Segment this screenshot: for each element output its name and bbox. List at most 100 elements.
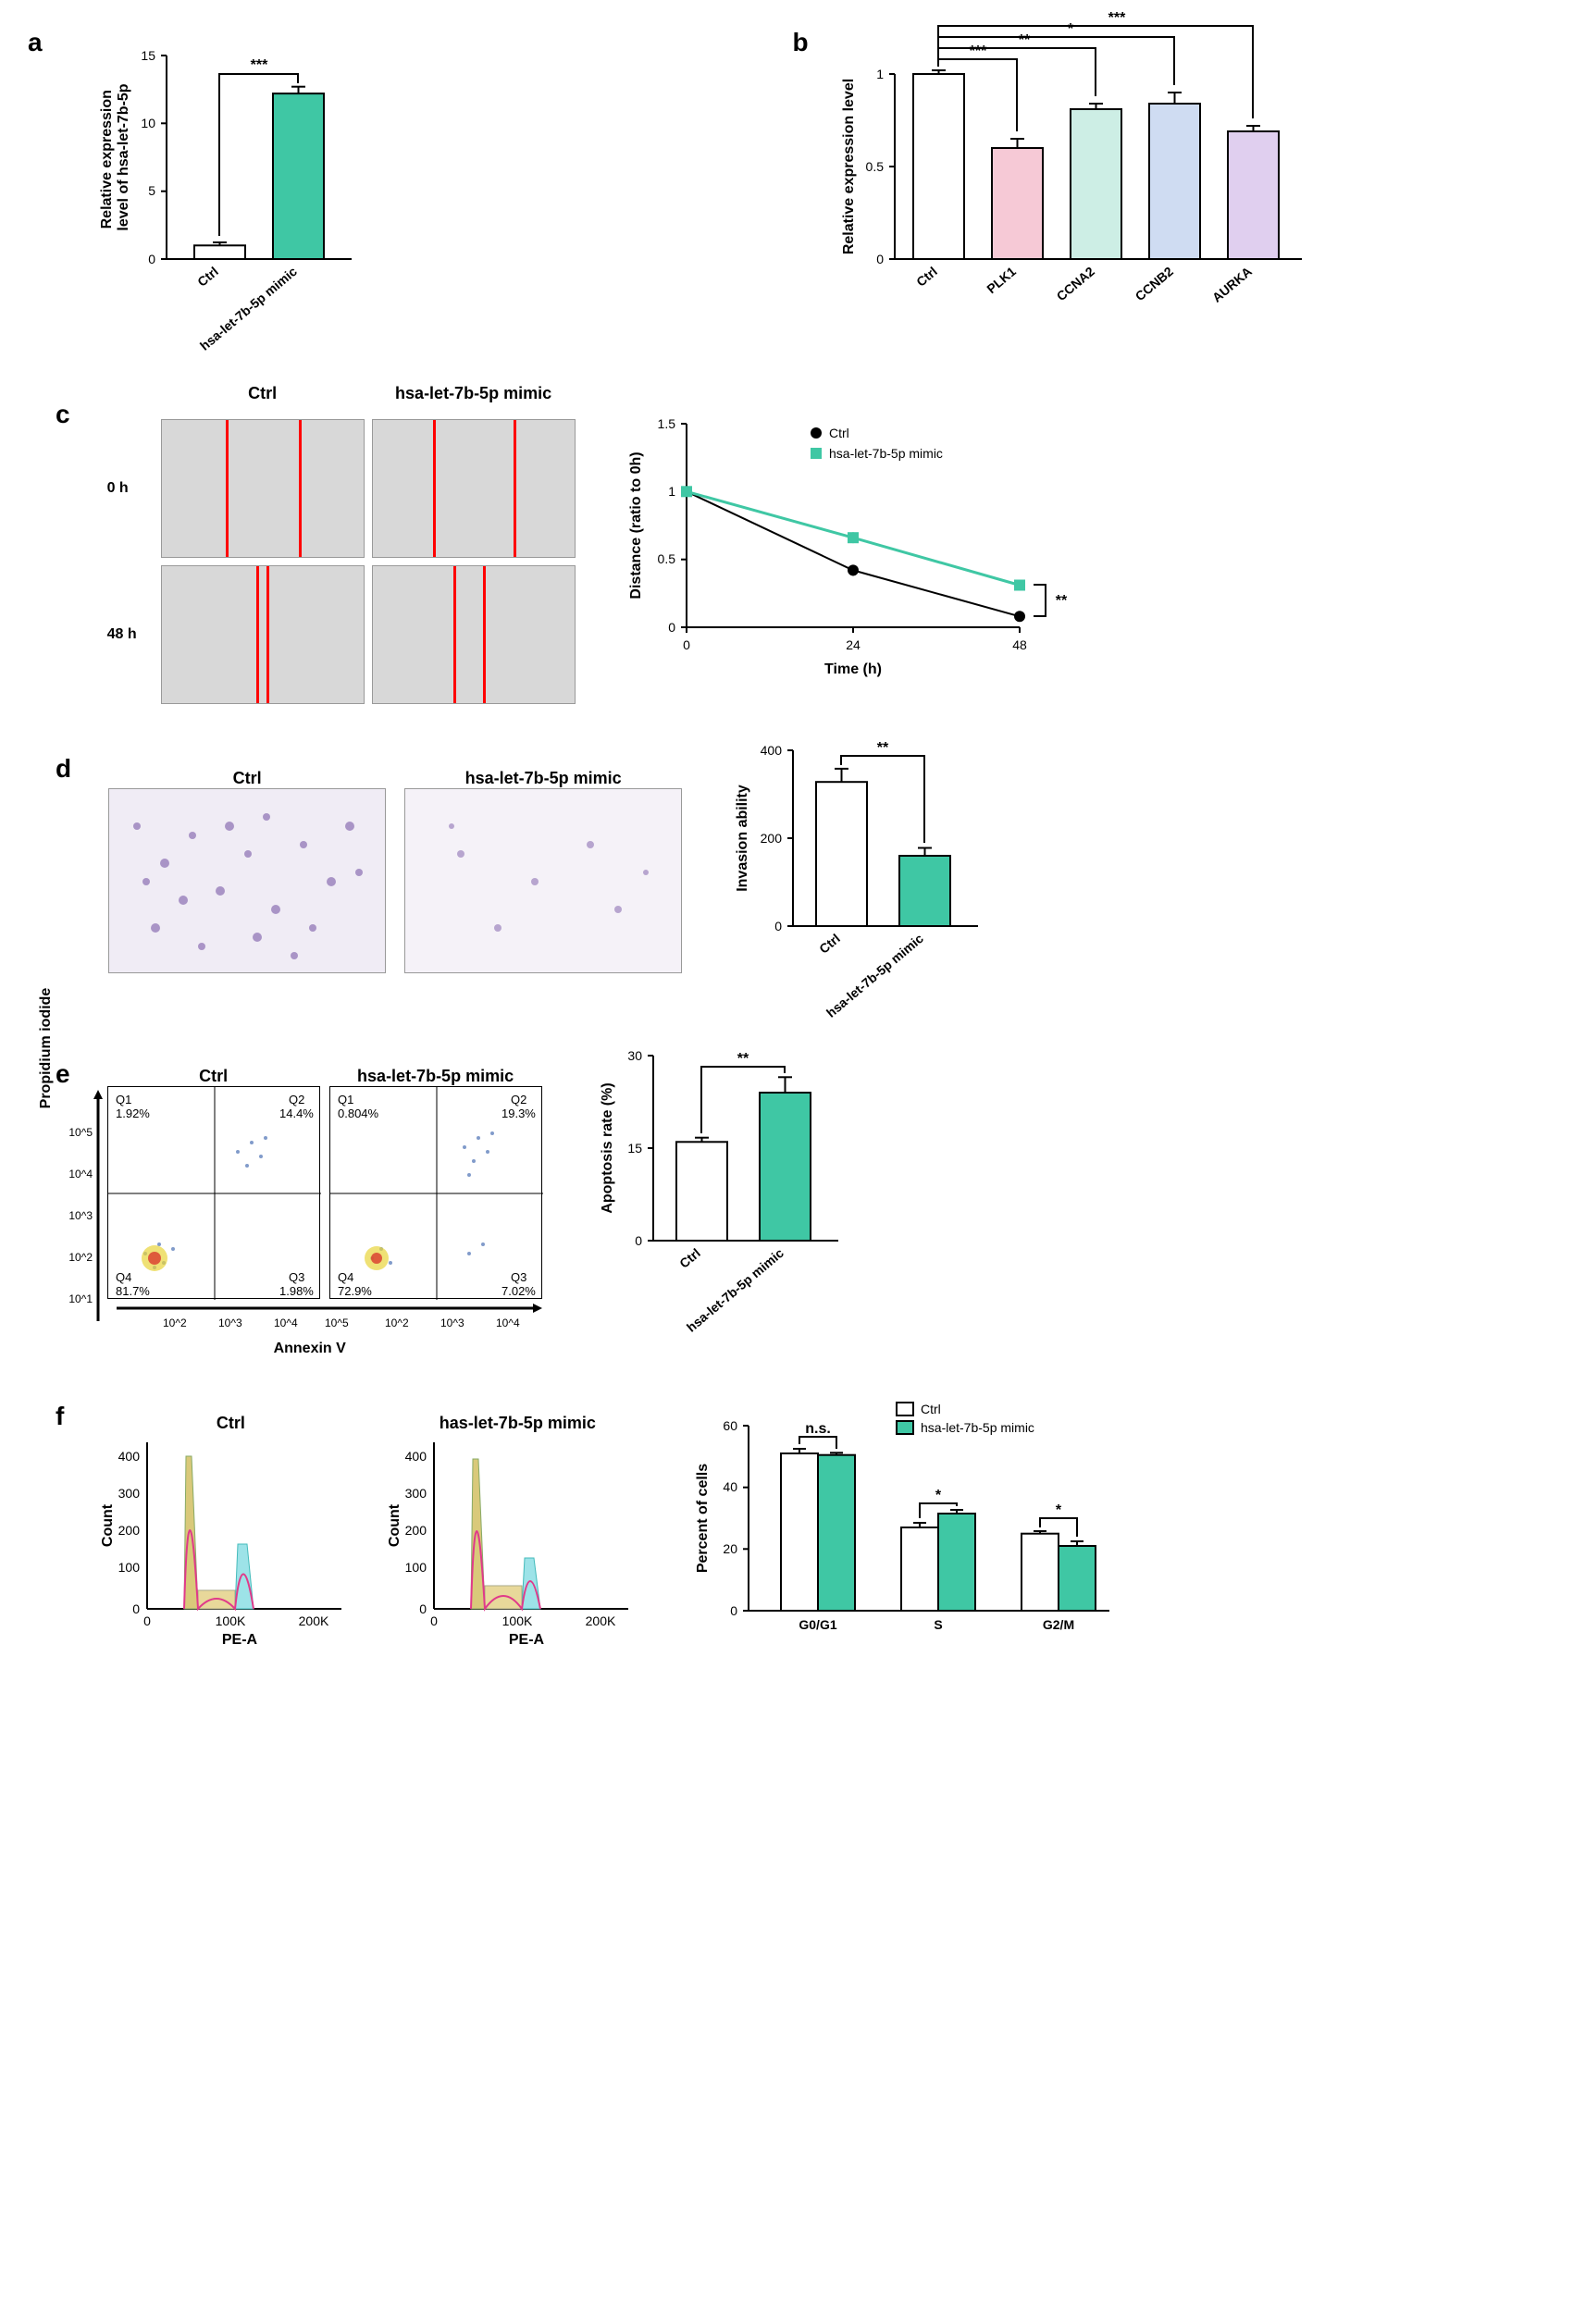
svg-text:1.98%: 1.98% <box>279 1284 314 1298</box>
svg-text:60: 60 <box>724 1418 738 1433</box>
svg-text:**: ** <box>1018 32 1030 48</box>
svg-text:AURKA: AURKA <box>1208 264 1254 305</box>
svg-text:10^3: 10^3 <box>440 1317 464 1329</box>
bar-a-ctrl <box>194 245 245 259</box>
svg-text:Q1: Q1 <box>116 1093 131 1106</box>
row-48h: 48 h <box>107 565 154 704</box>
svg-text:10^2: 10^2 <box>68 1251 93 1264</box>
svg-text:10^4: 10^4 <box>496 1317 520 1329</box>
svg-text:100: 100 <box>405 1560 427 1575</box>
svg-text:Ctrl: Ctrl <box>816 931 843 957</box>
panel-label-b: b <box>793 28 809 57</box>
chart-a: 0 5 10 15 Relative expression level of h… <box>56 37 444 352</box>
svg-text:Q4: Q4 <box>338 1270 353 1284</box>
svg-text:10^2: 10^2 <box>385 1317 409 1329</box>
svg-text:Q4: Q4 <box>116 1270 131 1284</box>
chart-c-line: 0 0.5 1 1.5 Distance (ratio to 0h) 0 24 … <box>613 396 1131 692</box>
svg-text:30: 30 <box>627 1048 642 1063</box>
svg-text:10^1: 10^1 <box>68 1292 93 1305</box>
svg-text:0: 0 <box>143 1613 151 1628</box>
invasion-images: Ctrl hsa-let-7b-5p mimic <box>108 769 682 973</box>
svg-text:PE-A: PE-A <box>222 1632 258 1648</box>
svg-text:PE-A: PE-A <box>509 1632 545 1648</box>
invasion-mimic <box>404 788 682 973</box>
svg-text:15: 15 <box>141 48 155 63</box>
svg-text:Ctrl: Ctrl <box>829 426 849 440</box>
svg-text:**: ** <box>1055 593 1067 609</box>
bars-b <box>913 70 1279 259</box>
svg-text:*: * <box>1056 1502 1062 1518</box>
yticks-a: 0 5 10 15 <box>141 48 167 266</box>
svg-text:5: 5 <box>148 183 155 198</box>
svg-text:**: ** <box>737 1051 749 1067</box>
legend-c: Ctrl hsa-let-7b-5p mimic <box>811 426 943 461</box>
facs-ctrl: Q11.92% Q214.4% Q481.7% Q31.98% <box>107 1086 320 1299</box>
facs-plots: Ctrl Q11.92% Q214.4% Q481.7% Q31.98% <box>107 1067 542 1304</box>
wound-ctrl-0h <box>161 419 365 558</box>
svg-text:*: * <box>935 1488 942 1503</box>
invasion-ctrl <box>108 788 386 973</box>
svg-text:0: 0 <box>731 1603 738 1618</box>
col-mimic: hsa-let-7b-5p mimic <box>372 384 576 412</box>
svg-text:Count: Count <box>387 1503 402 1547</box>
svg-text:S: S <box>935 1617 943 1632</box>
svg-text:72.9%: 72.9% <box>338 1284 372 1298</box>
svg-text:0: 0 <box>420 1601 427 1616</box>
facs-ylabel: Propidium iodide <box>38 946 55 1150</box>
panel-e: e Ctrl Q11.92% Q214.4% Q481.7% Q31.98% <box>56 1037 1529 1333</box>
facs-mimic: Q10.804% Q219.3% Q472.9% Q37.02% <box>329 1086 542 1299</box>
facs-yaxis: 10^1 10^2 10^3 10^4 10^5 <box>72 1090 109 1330</box>
svg-text:10^5: 10^5 <box>68 1126 93 1139</box>
svg-text:200K: 200K <box>299 1613 329 1628</box>
panel-d: d Ctrl hsa-let-7b-5p mimic <box>56 732 1529 1009</box>
svg-text:Q1: Q1 <box>338 1093 353 1106</box>
chart-f: 0 20 40 60 Percent of cells n.s. G0/G1 * <box>684 1398 1202 1675</box>
svg-text:300: 300 <box>118 1486 141 1501</box>
svg-text:10^2: 10^2 <box>163 1317 187 1329</box>
svg-text:100K: 100K <box>502 1613 533 1628</box>
svg-text:0: 0 <box>635 1233 642 1248</box>
svg-text:G0/G1: G0/G1 <box>799 1617 837 1632</box>
panel-label-a: a <box>28 28 43 57</box>
panel-a: a 0 5 10 15 Relative expression level of… <box>56 37 765 356</box>
panel-label-f: f <box>56 1402 64 1431</box>
facs-xaxis: 10^210^310^410^5 10^210^310^4 <box>107 1299 570 1336</box>
panel-label-d: d <box>56 754 71 784</box>
svg-text:300: 300 <box>405 1486 427 1501</box>
svg-text:19.3%: 19.3% <box>502 1106 536 1120</box>
svg-text:1.92%: 1.92% <box>116 1106 150 1120</box>
svg-text:Q3: Q3 <box>511 1270 526 1284</box>
svg-text:200: 200 <box>118 1523 141 1538</box>
ylabel-b: Relative expression level <box>841 79 857 254</box>
svg-text:**: ** <box>877 740 889 756</box>
bar-a-mimic <box>273 93 324 259</box>
svg-text:CCNA2: CCNA2 <box>1053 264 1096 303</box>
panel-label-e: e <box>56 1059 70 1089</box>
svg-text:400: 400 <box>761 743 783 758</box>
panel-b: b 0 0.5 1 Relative expression level <box>821 37 1530 356</box>
svg-text:1.5: 1.5 <box>657 416 675 431</box>
svg-text:1: 1 <box>876 67 884 81</box>
chart-b: 0 0.5 1 Relative expression level <box>821 37 1394 352</box>
svg-text:10^4: 10^4 <box>274 1317 298 1329</box>
svg-text:0: 0 <box>774 919 782 933</box>
svg-text:Count: Count <box>100 1503 116 1547</box>
svg-text:0: 0 <box>133 1601 141 1616</box>
panel-label-c: c <box>56 400 70 429</box>
panel-f: f Ctrl 0 100 200 300 400 Count 0 100K 2 <box>56 1398 1529 1675</box>
legend-f: Ctrl hsa-let-7b-5p mimic <box>897 1402 1034 1435</box>
row-0h: 0 h <box>107 419 154 558</box>
svg-text:n.s.: n.s. <box>806 1421 832 1437</box>
svg-text:81.7%: 81.7% <box>116 1284 150 1298</box>
panel-c: c Ctrl hsa-let-7b-5p mimic 0 h 48 h <box>56 384 1529 704</box>
svg-text:0.5: 0.5 <box>657 551 675 566</box>
svg-text:Ctrl: Ctrl <box>921 1402 941 1416</box>
svg-text:Invasion ability: Invasion ability <box>735 785 750 892</box>
svg-text:G2/M: G2/M <box>1043 1617 1074 1632</box>
svg-text:10^4: 10^4 <box>68 1168 93 1181</box>
chart-d: 0 200 400 Invasion ability Ctrl hsa-let-… <box>719 732 1089 1009</box>
svg-text:***: *** <box>1108 10 1125 26</box>
svg-text:*: * <box>1067 21 1073 37</box>
chart-e: 0 15 30 Apoptosis rate (%) Ctrl hsa-let-… <box>579 1037 949 1333</box>
wound-ctrl-48h <box>161 565 365 704</box>
